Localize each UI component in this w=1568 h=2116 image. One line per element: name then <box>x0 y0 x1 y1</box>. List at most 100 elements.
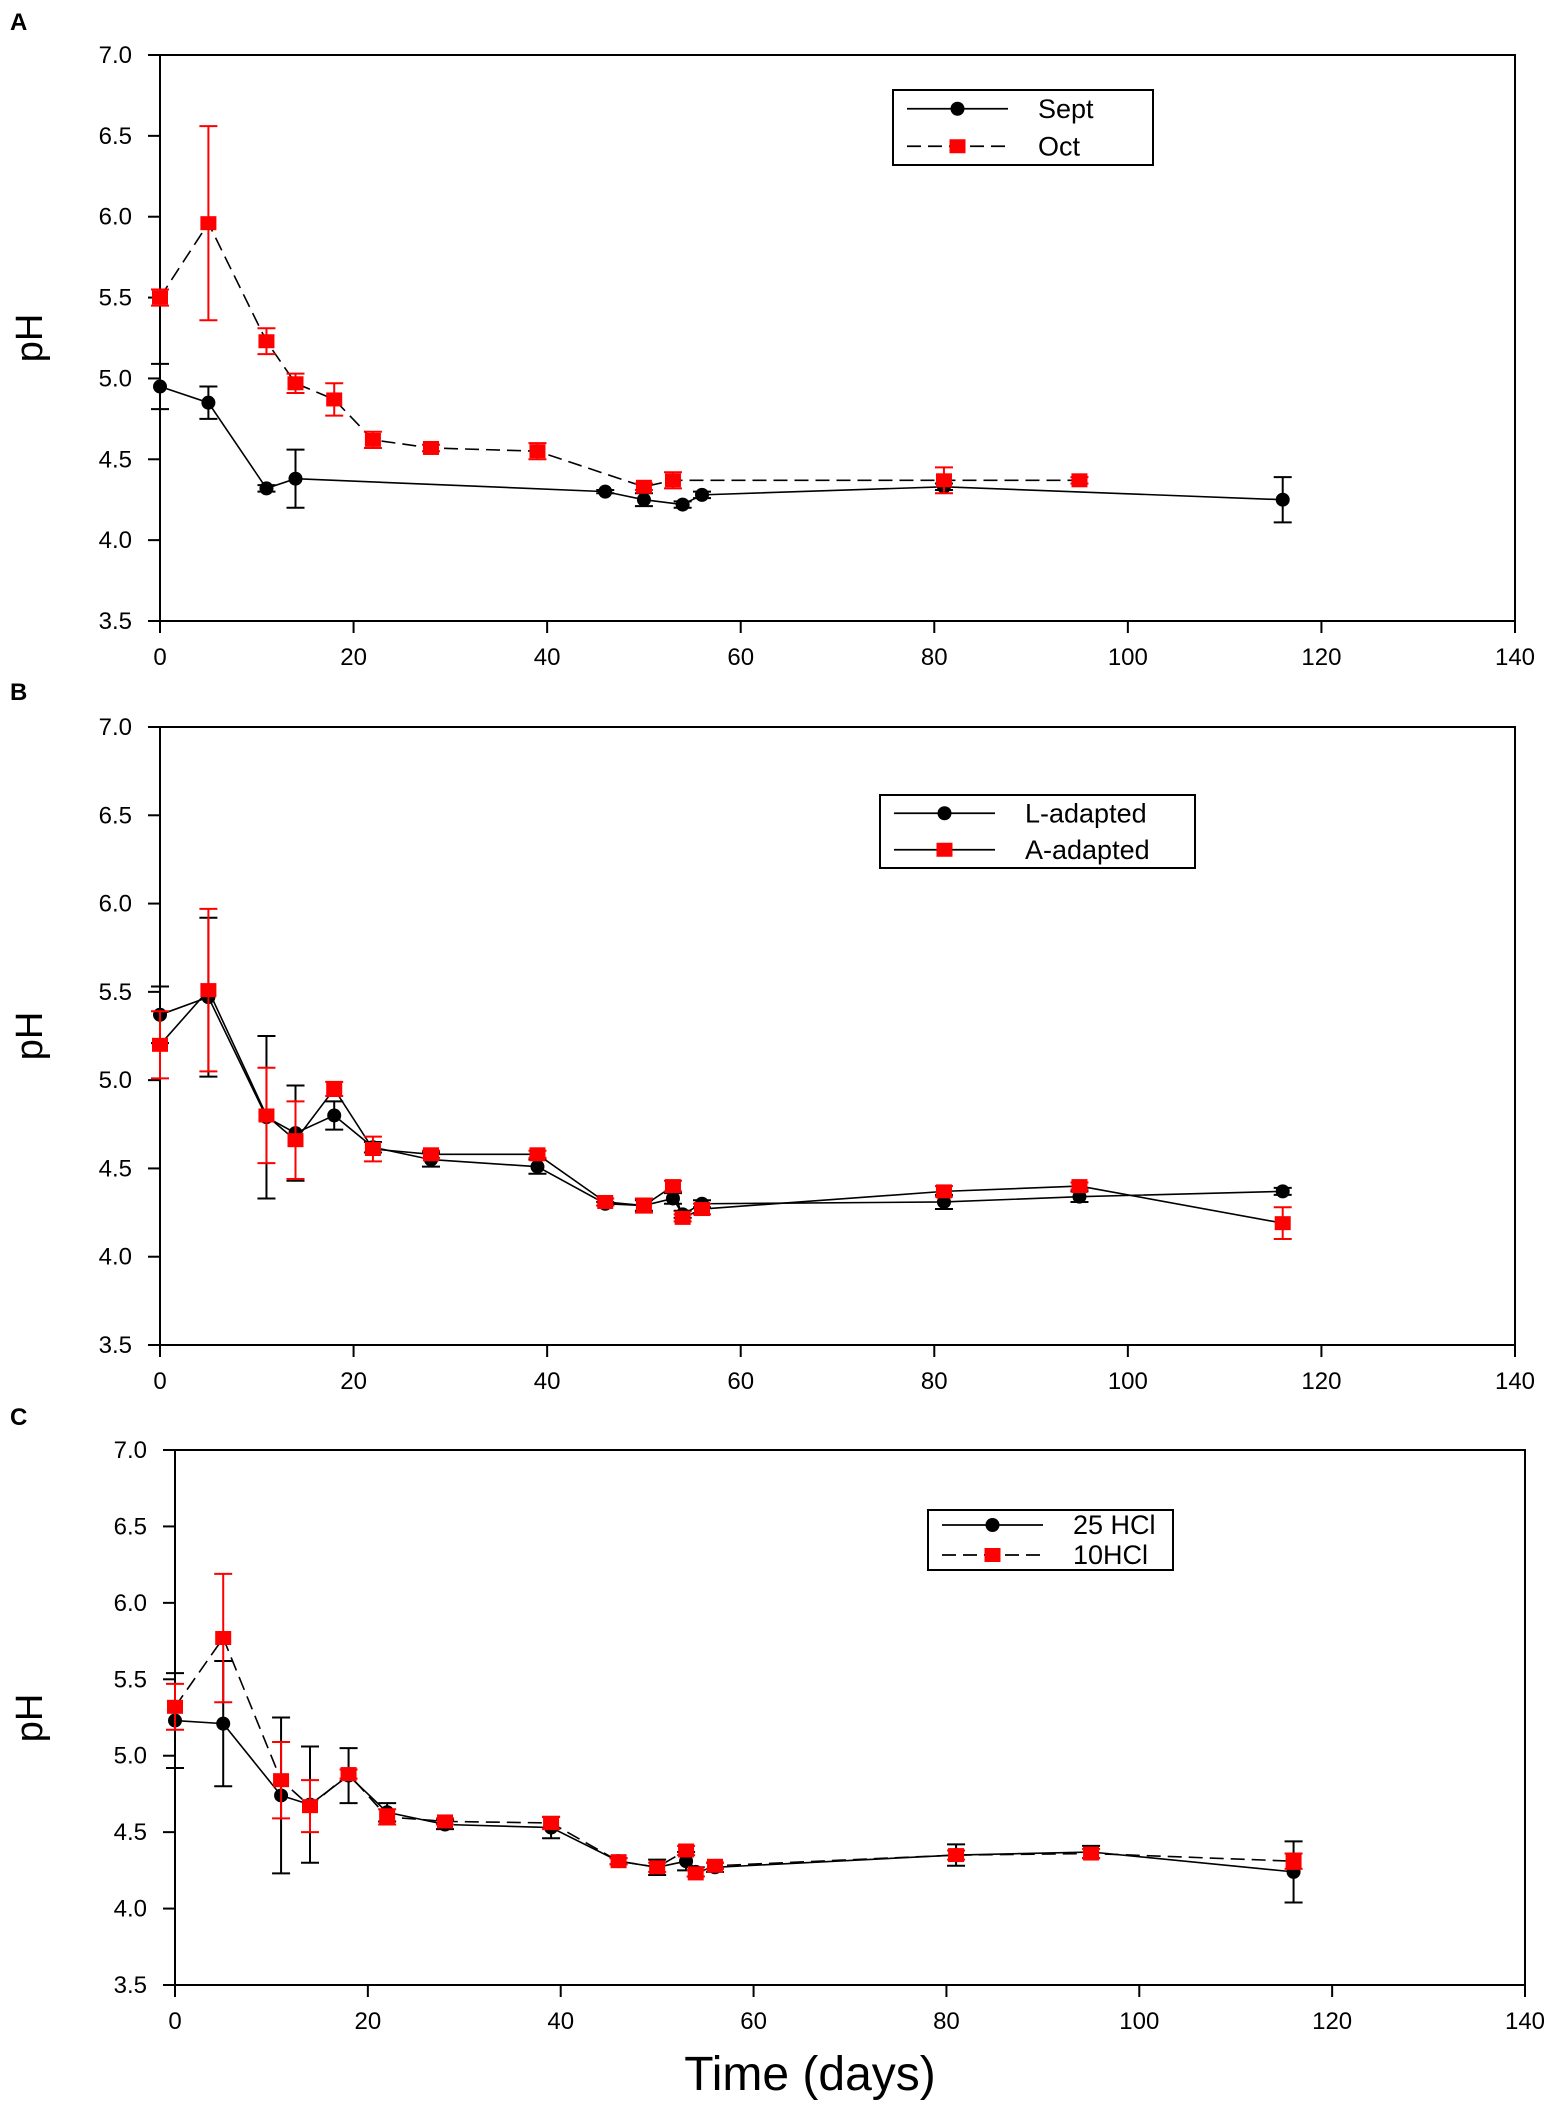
x-tick-label: 80 <box>933 2008 960 2035</box>
panel-label: B <box>10 679 27 706</box>
y-tick-label: 7.0 <box>99 42 132 69</box>
y-tick-label: 4.5 <box>99 446 132 473</box>
y-tick-label: 5.0 <box>99 1067 132 1094</box>
legend-entry: Sept <box>907 94 1094 124</box>
x-tick-label: 40 <box>534 644 561 671</box>
data-point <box>215 1631 232 1646</box>
legend-box <box>927 1509 1174 1571</box>
x-tick-label: 0 <box>168 2008 181 2035</box>
x-tick-label: 80 <box>921 644 948 671</box>
series-line <box>159 385 1283 506</box>
data-point <box>326 1081 343 1096</box>
y-tick-label: 6.5 <box>99 123 132 150</box>
y-tick-label: 3.5 <box>99 608 132 635</box>
data-point <box>152 1037 168 1052</box>
data-point <box>707 1858 723 1873</box>
series-line <box>174 1636 1294 1875</box>
data-point <box>1274 1216 1291 1231</box>
data-point <box>936 1194 951 1209</box>
data-point <box>1285 1854 1302 1869</box>
legend-label: 10HCl <box>1073 1540 1148 1570</box>
data-point <box>687 1866 704 1881</box>
legend-label: A-adapted <box>1025 835 1150 865</box>
x-tick-label: 60 <box>727 1368 754 1395</box>
data-point <box>326 392 343 407</box>
plot-area-frame <box>159 726 1516 1346</box>
series-a-adapted <box>151 907 1292 1241</box>
data-point <box>664 1179 681 1194</box>
legend: L-adapted A-adapted <box>879 794 1196 869</box>
data-point <box>273 1773 290 1788</box>
data-point <box>529 444 546 459</box>
data-point <box>258 1108 275 1123</box>
x-tick-label: 0 <box>153 1368 166 1395</box>
legend-marker <box>984 1548 1001 1562</box>
data-point <box>437 1814 453 1829</box>
legend-marker <box>950 101 965 116</box>
data-point <box>635 1198 652 1213</box>
x-tick-label: 100 <box>1108 644 1148 671</box>
data-point <box>259 481 274 496</box>
data-point <box>598 484 613 499</box>
series-line <box>174 1719 1294 1873</box>
data-point <box>152 290 168 305</box>
legend-entry: Oct <box>907 131 1081 161</box>
legend-marker <box>936 842 953 857</box>
legend-label: Sept <box>1038 94 1094 124</box>
y-tick-label: 4.0 <box>99 1244 132 1271</box>
x-tick-label: 60 <box>740 2008 767 2035</box>
legend-entry: L-adapted <box>894 798 1147 828</box>
x-axis-title: Time (days) <box>684 2048 936 2101</box>
y-tick-label: 3.5 <box>114 1972 147 1999</box>
y-axis-title: pH <box>9 314 51 363</box>
data-point <box>597 1194 614 1209</box>
data-point <box>1083 1846 1100 1861</box>
data-point <box>674 1210 691 1225</box>
data-point <box>327 1108 342 1123</box>
data-point <box>635 479 652 494</box>
x-tick-label: 20 <box>340 1368 367 1395</box>
plot-area-frame <box>174 1449 1526 1986</box>
plot-area-frame <box>159 54 1516 622</box>
data-point <box>423 440 439 455</box>
x-tick-label: 60 <box>727 644 754 671</box>
data-point <box>675 497 690 512</box>
series-sept <box>151 362 1292 524</box>
y-tick-label: 5.0 <box>114 1743 147 1770</box>
x-tick-label: 80 <box>921 1368 948 1395</box>
data-point <box>664 473 681 488</box>
y-tick-label: 5.5 <box>99 979 132 1006</box>
x-tick-label: 100 <box>1108 1368 1148 1395</box>
legend-box <box>892 89 1154 166</box>
data-point <box>694 1202 710 1217</box>
y-tick-label: 7.0 <box>114 1437 147 1464</box>
x-tick-label: 40 <box>547 2008 574 2035</box>
y-tick-label: 5.5 <box>99 285 132 312</box>
x-tick-label: 140 <box>1495 644 1535 671</box>
data-point <box>529 1147 546 1162</box>
series-10hcl <box>166 1572 1303 1881</box>
legend-marker <box>949 139 966 154</box>
data-point <box>935 473 952 488</box>
series-line <box>159 996 1283 1216</box>
legend-entry: A-adapted <box>894 835 1150 865</box>
legend-label: L-adapted <box>1025 798 1147 828</box>
x-tick-label: 140 <box>1505 2008 1545 2035</box>
series-line <box>159 221 1080 488</box>
data-point <box>1072 1189 1087 1204</box>
data-point <box>287 1133 304 1148</box>
legend-marker <box>937 806 952 821</box>
series-25-hcl <box>166 1659 1303 1904</box>
y-tick-label: 5.0 <box>99 365 132 392</box>
legend-box <box>879 794 1196 869</box>
data-point <box>153 379 167 394</box>
y-tick-label: 4.0 <box>114 1896 147 1923</box>
y-tick-label: 6.0 <box>99 204 132 231</box>
x-tick-label: 120 <box>1301 644 1341 671</box>
y-tick-label: 6.0 <box>99 891 132 918</box>
y-tick-label: 4.5 <box>99 1155 132 1182</box>
y-tick-label: 6.0 <box>114 1590 147 1617</box>
data-point <box>364 1142 381 1157</box>
